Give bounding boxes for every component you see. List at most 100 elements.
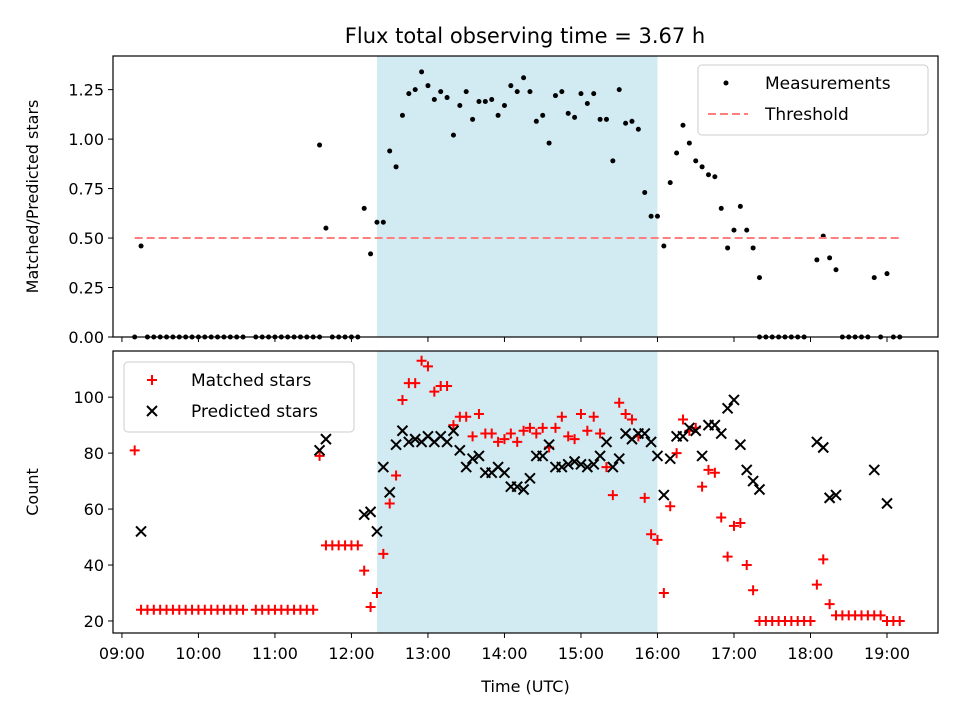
- data-point: [646, 529, 657, 540]
- data-point: [654, 213, 660, 219]
- data-point: [429, 386, 440, 397]
- data-point: [444, 95, 450, 101]
- data-point: [238, 604, 249, 615]
- data-point: [588, 458, 600, 471]
- series-predicted-stars: [135, 394, 893, 538]
- data-point: [482, 99, 488, 105]
- data-point: [361, 205, 367, 211]
- data-point: [635, 126, 641, 132]
- data-point: [597, 116, 603, 122]
- data-point: [725, 245, 731, 251]
- data-point: [744, 227, 750, 233]
- series-matched-stars: [129, 355, 905, 626]
- data-point: [486, 428, 497, 439]
- data-point: [540, 112, 546, 118]
- data-point: [677, 430, 689, 443]
- data-point: [556, 411, 567, 422]
- data-point: [626, 414, 637, 425]
- data-point: [454, 444, 466, 457]
- data-point: [320, 433, 332, 445]
- y-tick-label: 0.75: [68, 180, 104, 199]
- data-point: [393, 164, 399, 170]
- data-point: [811, 579, 822, 590]
- data-point: [403, 436, 415, 448]
- data-point: [531, 428, 542, 439]
- data-point: [129, 445, 140, 456]
- data-point: [582, 425, 593, 436]
- data-point: [505, 428, 516, 439]
- data-point: [731, 227, 737, 233]
- observing-window-span: [376, 56, 658, 337]
- y-axis-label: Count: [23, 468, 42, 516]
- data-point: [884, 271, 890, 277]
- data-point: [823, 492, 836, 504]
- data-point: [699, 164, 705, 170]
- data-point: [652, 534, 663, 545]
- top-panel: 0.00 0.25 0.50 0.75 1.00 1.25 Matched/Predicte…: [23, 55, 939, 347]
- data-point: [460, 461, 472, 473]
- data-point: [489, 97, 495, 103]
- x-tick-label: 19:00: [864, 644, 910, 663]
- x-tick-label: 13:00: [405, 644, 451, 663]
- data-point: [716, 512, 727, 523]
- data-point: [629, 118, 635, 124]
- data-point: [512, 436, 523, 447]
- data-point: [658, 489, 670, 501]
- data-point: [610, 158, 616, 164]
- data-point: [524, 422, 535, 433]
- data-point: [438, 89, 444, 95]
- data-point: [473, 408, 484, 419]
- data-point: [607, 461, 619, 473]
- data-point: [559, 89, 565, 95]
- data-point: [814, 257, 820, 263]
- data-point: [390, 439, 402, 451]
- data-point: [734, 439, 747, 451]
- data-point: [498, 466, 511, 479]
- data-point: [600, 436, 613, 448]
- data-point: [753, 483, 766, 496]
- data-point: [818, 554, 829, 565]
- data-point: [380, 219, 386, 225]
- legend-swatch: [146, 405, 158, 417]
- data-point: [368, 251, 374, 257]
- data-point: [524, 472, 536, 484]
- y-tick-label: 1.25: [68, 81, 104, 100]
- data-point: [514, 89, 520, 95]
- data-point: [384, 498, 395, 509]
- data-point: [639, 427, 651, 440]
- data-point: [603, 116, 609, 122]
- data-point: [712, 174, 718, 180]
- data-point: [399, 112, 405, 118]
- data-point: [568, 455, 581, 468]
- data-point: [881, 497, 893, 510]
- data-point: [416, 355, 427, 366]
- data-point: [371, 525, 383, 538]
- data-point: [473, 450, 485, 462]
- data-point: [461, 411, 472, 422]
- data-point: [546, 140, 552, 146]
- data-point: [495, 112, 501, 118]
- data-point: [620, 408, 631, 419]
- data-point: [448, 420, 459, 431]
- data-point: [588, 411, 599, 422]
- data-point: [533, 118, 539, 124]
- data-point: [651, 450, 664, 462]
- data-point: [664, 453, 676, 465]
- data-point: [674, 150, 680, 156]
- legend-box: [697, 64, 929, 136]
- data-point: [875, 610, 886, 621]
- legend-box: [123, 361, 355, 433]
- data-point: [750, 245, 756, 251]
- legend: Matched stars Predicted stars: [123, 361, 355, 433]
- x-tick-label: 11:00: [252, 644, 298, 663]
- data-point: [371, 587, 382, 598]
- data-point: [457, 102, 463, 108]
- data-point: [871, 275, 877, 281]
- data-point: [677, 414, 688, 425]
- data-point: [601, 462, 612, 473]
- data-point: [728, 520, 739, 531]
- y-tick-label: 60: [84, 500, 104, 519]
- x-tick-label: 15:00: [558, 644, 604, 663]
- data-point: [645, 436, 657, 448]
- data-point: [470, 116, 476, 122]
